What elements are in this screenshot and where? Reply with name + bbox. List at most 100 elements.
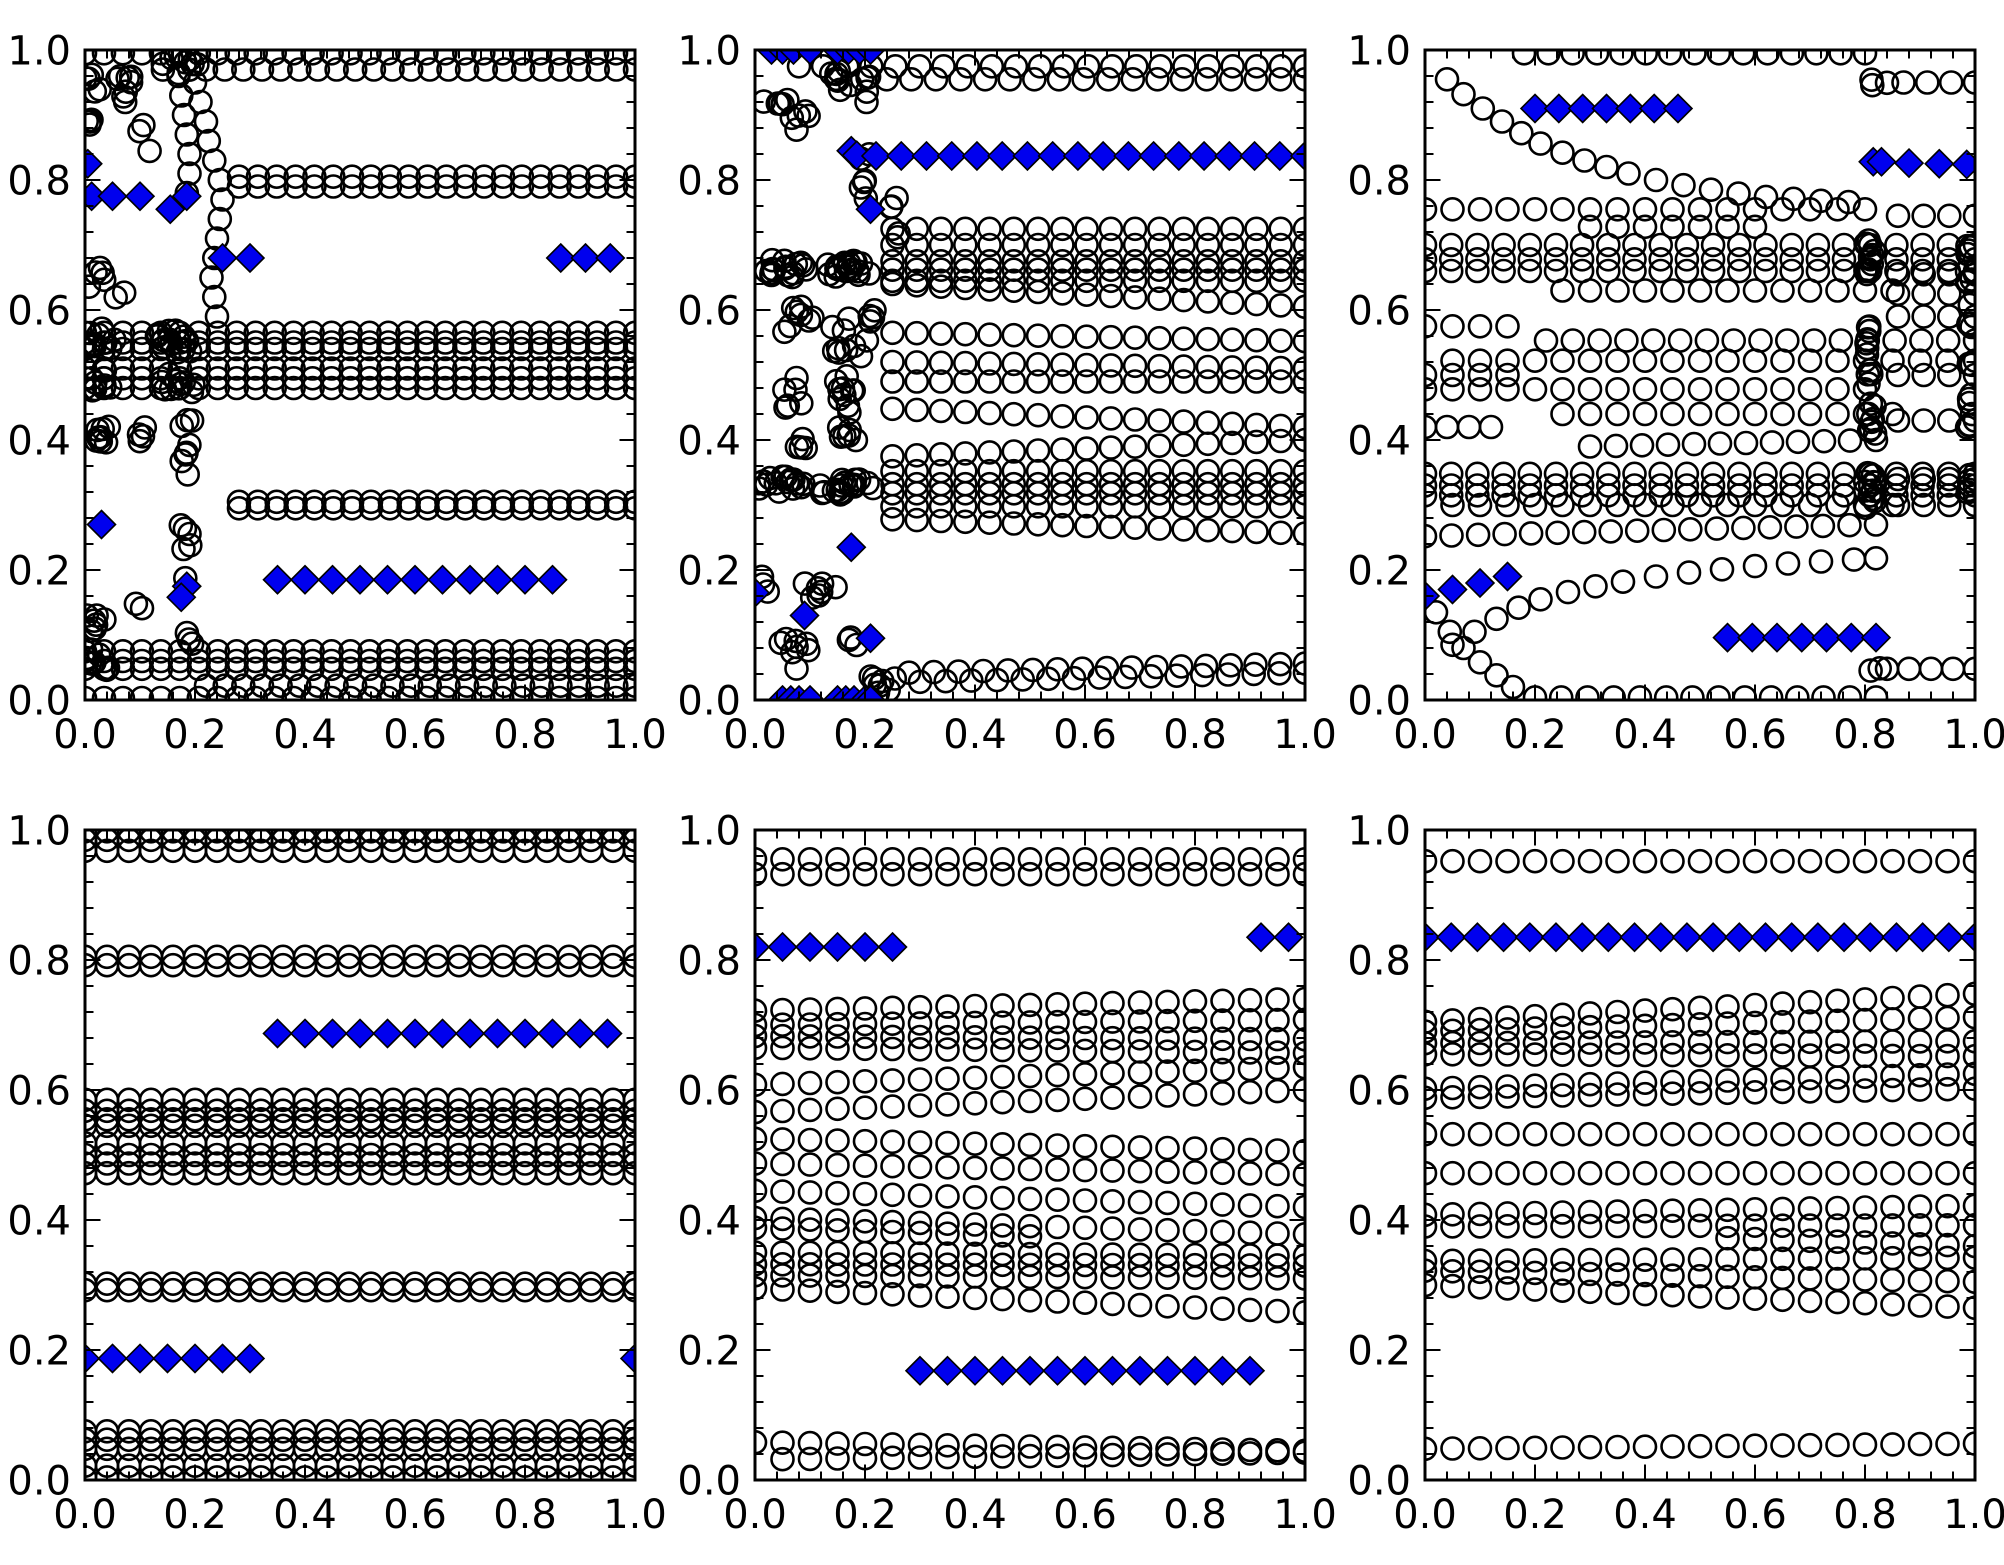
circle-marker bbox=[1742, 214, 1768, 240]
circle-marker bbox=[972, 67, 998, 92]
circle-marker bbox=[319, 336, 344, 362]
circle-marker bbox=[1874, 70, 1900, 96]
circle-marker bbox=[773, 255, 798, 281]
circle-marker bbox=[1603, 433, 1629, 459]
circle-marker bbox=[87, 77, 112, 102]
circle-marker bbox=[907, 1252, 933, 1277]
circle-marker bbox=[1859, 251, 1885, 277]
circle-marker bbox=[997, 67, 1023, 92]
circle-marker bbox=[1127, 1217, 1153, 1242]
circle-marker bbox=[1120, 67, 1146, 92]
circle-marker bbox=[1707, 431, 1733, 456]
circle-marker bbox=[489, 638, 515, 664]
circle-marker bbox=[1195, 326, 1221, 352]
diamond-marker bbox=[537, 564, 568, 595]
circle-marker bbox=[1962, 656, 1975, 682]
circle-marker bbox=[1244, 412, 1269, 438]
circle-marker bbox=[417, 673, 443, 699]
circle-marker bbox=[1632, 401, 1658, 427]
circle-marker bbox=[1491, 232, 1516, 258]
circle-marker bbox=[1632, 348, 1658, 374]
circle-marker bbox=[786, 103, 812, 128]
circle-marker bbox=[546, 356, 572, 381]
circle-marker bbox=[1648, 246, 1673, 272]
circle-marker bbox=[527, 685, 553, 700]
circle-marker bbox=[131, 112, 156, 138]
circle-marker bbox=[1127, 990, 1153, 1015]
circle-marker bbox=[452, 685, 477, 700]
diamond-marker bbox=[794, 931, 826, 963]
circle-marker bbox=[566, 164, 591, 189]
circle-marker bbox=[1577, 401, 1603, 427]
circle-marker bbox=[1127, 1009, 1153, 1034]
diamond-marker bbox=[959, 1355, 991, 1386]
diamond-marker bbox=[855, 194, 886, 225]
circle-marker bbox=[1742, 1286, 1768, 1311]
circle-marker bbox=[852, 1280, 878, 1306]
circle-marker bbox=[300, 638, 325, 664]
circle-marker bbox=[584, 336, 610, 362]
circle-marker bbox=[451, 656, 477, 682]
circle-marker bbox=[797, 1036, 823, 1061]
circle-marker bbox=[990, 846, 1015, 872]
circle-marker bbox=[783, 377, 808, 403]
circle-marker bbox=[777, 313, 803, 339]
circle-marker bbox=[1596, 473, 1621, 498]
circle-marker bbox=[990, 1286, 1015, 1312]
circle-marker bbox=[186, 685, 212, 700]
diamond-marker bbox=[1724, 922, 1755, 953]
diamond-marker bbox=[454, 564, 486, 595]
circle-marker bbox=[470, 638, 496, 664]
circle-marker bbox=[1643, 167, 1669, 193]
circle-marker bbox=[1237, 1007, 1263, 1033]
circle-marker bbox=[1050, 352, 1075, 378]
circle-marker bbox=[1244, 216, 1269, 242]
circle-marker bbox=[1694, 328, 1720, 353]
circle-marker bbox=[1601, 685, 1626, 700]
circle-marker bbox=[1001, 248, 1027, 274]
y-tick-label: 0.4 bbox=[7, 418, 71, 464]
circle-marker bbox=[1171, 480, 1196, 506]
circle-marker bbox=[414, 320, 439, 346]
circle-marker bbox=[880, 1153, 905, 1179]
circle-marker bbox=[1687, 1160, 1713, 1186]
circle-marker bbox=[1268, 257, 1293, 283]
diamond-marker bbox=[509, 1018, 541, 1049]
circle-marker bbox=[1622, 232, 1647, 258]
circle-marker bbox=[1467, 1121, 1493, 1147]
circle-marker bbox=[1045, 1214, 1070, 1240]
circle-marker bbox=[1127, 1292, 1153, 1318]
diamond-marker bbox=[822, 931, 853, 963]
circle-marker bbox=[1937, 492, 1962, 518]
circle-marker bbox=[1522, 1277, 1548, 1302]
circle-marker bbox=[489, 336, 515, 362]
diamond-marker bbox=[1014, 1355, 1046, 1386]
circle-marker bbox=[585, 57, 611, 82]
circle-marker bbox=[1605, 1280, 1630, 1306]
circle-marker bbox=[1682, 50, 1707, 66]
circle-marker bbox=[1467, 492, 1493, 518]
circle-marker bbox=[1147, 458, 1172, 484]
diamond-marker bbox=[234, 242, 266, 274]
circle-marker bbox=[300, 365, 325, 391]
circle-marker bbox=[1632, 1434, 1658, 1459]
circle-marker bbox=[224, 356, 249, 381]
circle-marker bbox=[1237, 1220, 1263, 1245]
circle-marker bbox=[1797, 1196, 1823, 1221]
circle-marker bbox=[1632, 492, 1658, 518]
circle-marker bbox=[603, 356, 629, 381]
circle-marker bbox=[319, 50, 344, 66]
circle-marker bbox=[243, 320, 268, 346]
circle-marker bbox=[1678, 516, 1703, 542]
circle-marker bbox=[281, 336, 306, 362]
diamond-marker bbox=[1037, 140, 1068, 172]
circle-marker bbox=[338, 356, 363, 381]
circle-marker bbox=[1182, 988, 1208, 1014]
circle-marker bbox=[1017, 992, 1043, 1018]
circle-marker bbox=[396, 495, 422, 521]
circle-marker bbox=[755, 1263, 768, 1288]
circle-marker bbox=[1880, 1006, 1905, 1032]
circle-marker bbox=[92, 373, 117, 398]
circle-marker bbox=[1122, 325, 1148, 351]
circle-marker bbox=[1001, 480, 1027, 506]
